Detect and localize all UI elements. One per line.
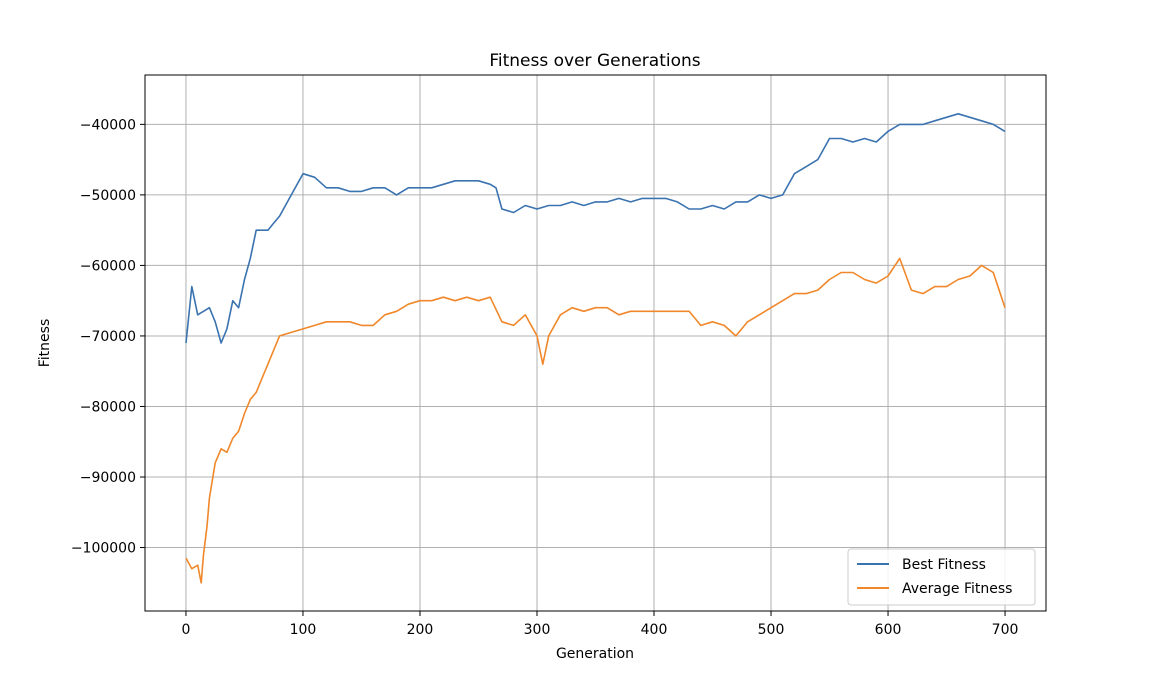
- x-tick-label: 500: [758, 622, 785, 638]
- series-layer: [185, 113, 1006, 584]
- legend-box: [847, 548, 1036, 606]
- x-axis-label: Generation: [556, 646, 634, 662]
- y-tick-label: −70000: [80, 329, 136, 345]
- x-tick-label: 700: [992, 622, 1019, 638]
- x-tick-label: 0: [181, 622, 190, 638]
- average-fitness-line: [185, 257, 1006, 584]
- chart-title: Fitness over Generations: [489, 51, 700, 71]
- grid-lines: [145, 75, 1046, 611]
- y-tick-label: −80000: [80, 399, 136, 415]
- legend: Best Fitness Average Fitness: [847, 548, 1036, 606]
- x-tick-label: 400: [641, 622, 668, 638]
- y-tick-label: −60000: [80, 258, 136, 274]
- y-axis-ticks: −100000 −90000 −80000 −70000 −60000 −50000 −40…: [71, 117, 145, 557]
- y-tick-label: −40000: [80, 117, 136, 133]
- y-axis-label: Fitness: [37, 319, 53, 368]
- x-axis-ticks: 0 100 200 300 400 500 600 700: [181, 611, 1018, 638]
- y-tick-label: −50000: [80, 188, 136, 204]
- y-tick-label: −90000: [80, 470, 136, 486]
- x-tick-label: 200: [407, 622, 434, 638]
- plot-frame: [144, 74, 1047, 612]
- y-tick-label: −100000: [71, 541, 136, 557]
- best-fitness-line: [185, 113, 1006, 344]
- legend-label-best: Best Fitness: [902, 557, 986, 573]
- x-tick-label: 300: [524, 622, 551, 638]
- legend-label-average: Average Fitness: [902, 581, 1012, 597]
- x-tick-label: 600: [875, 622, 902, 638]
- x-tick-label: 100: [290, 622, 317, 638]
